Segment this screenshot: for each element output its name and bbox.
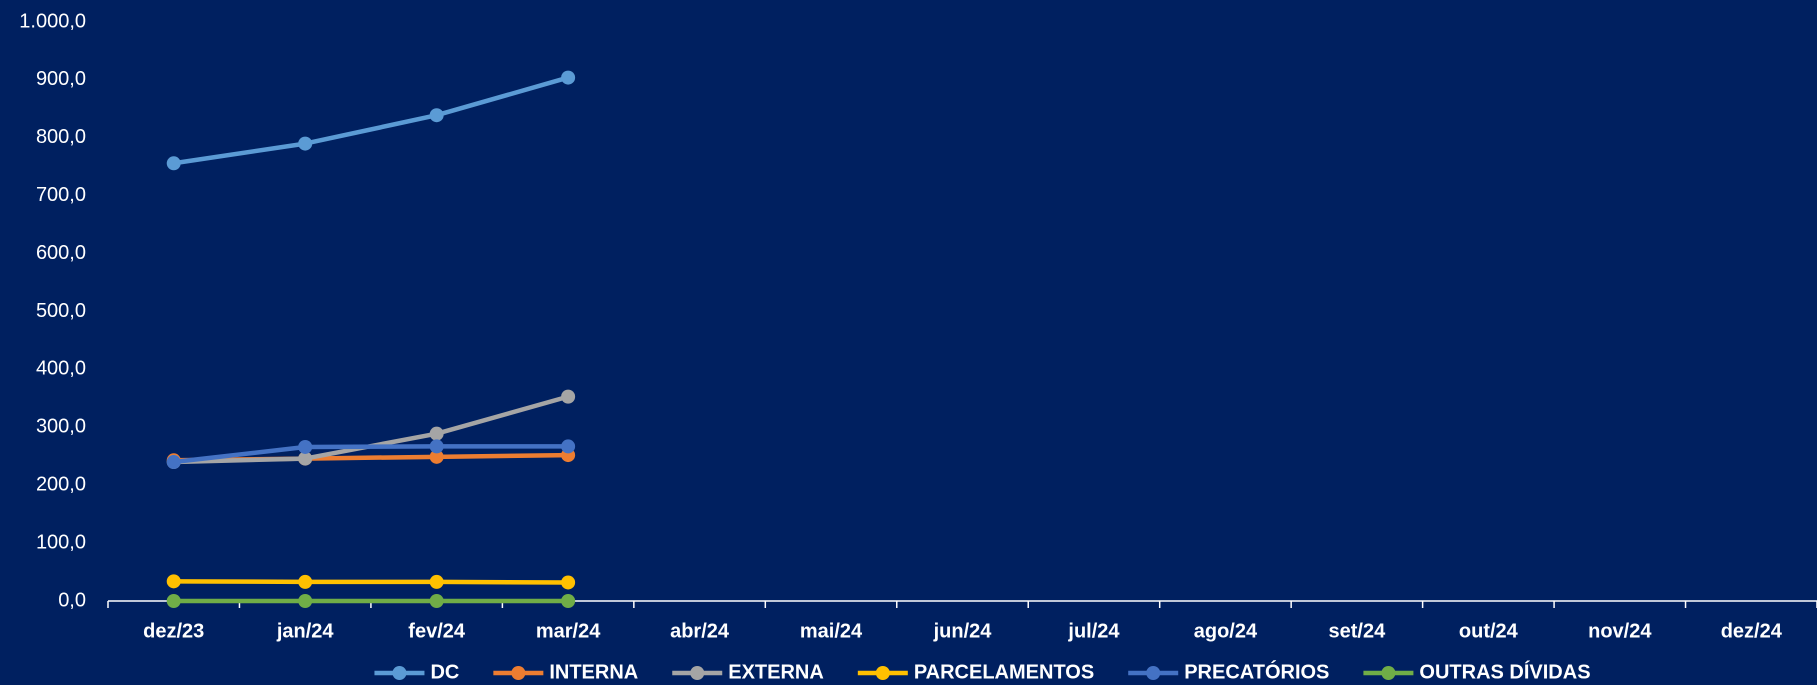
x-tick-label: dez/23 xyxy=(143,620,204,642)
x-tick-label: jun/24 xyxy=(933,620,993,642)
y-tick-label: 500,0 xyxy=(36,300,86,322)
legend-label: PRECATÓRIOS xyxy=(1184,659,1329,683)
legend-label: EXTERNA xyxy=(728,661,824,683)
y-tick-label: 200,0 xyxy=(36,473,86,495)
legend-marker xyxy=(875,666,890,680)
x-tick-label: jul/24 xyxy=(1067,620,1120,642)
x-tick-label: mar/24 xyxy=(536,620,601,642)
y-tick-label: 0,0 xyxy=(58,589,86,611)
data-point xyxy=(429,594,444,608)
x-tick-label: nov/24 xyxy=(1588,620,1652,642)
data-point xyxy=(166,594,181,608)
y-tick-label: 700,0 xyxy=(36,184,86,206)
x-tick-label: jan/24 xyxy=(276,620,335,642)
data-point xyxy=(429,108,444,123)
legend-marker xyxy=(392,666,407,680)
legend-marker xyxy=(690,666,705,680)
x-tick-label: mai/24 xyxy=(800,620,863,642)
data-point xyxy=(166,156,181,171)
data-point xyxy=(561,70,576,85)
data-point xyxy=(429,439,444,454)
y-tick-label: 600,0 xyxy=(36,242,86,264)
data-point xyxy=(561,575,576,590)
y-tick-label: 800,0 xyxy=(36,126,86,148)
data-point xyxy=(298,439,313,454)
legend-marker xyxy=(511,666,526,680)
x-tick-label: fev/24 xyxy=(408,620,466,642)
legend-marker xyxy=(1381,666,1396,680)
data-point xyxy=(298,451,313,466)
data-point xyxy=(298,136,313,151)
x-tick-label: abr/24 xyxy=(670,620,730,642)
y-tick-label: 100,0 xyxy=(36,531,86,553)
x-tick-label: ago/24 xyxy=(1194,620,1258,642)
x-tick-label: out/24 xyxy=(1459,620,1519,642)
x-tick-label: dez/24 xyxy=(1721,620,1783,642)
y-tick-label: 1.000,0 xyxy=(19,10,86,32)
data-point xyxy=(561,439,576,454)
legend-label: PARCELAMENTOS xyxy=(914,661,1094,683)
data-point xyxy=(429,426,444,441)
legend-label: OUTRAS DÍVIDAS xyxy=(1419,660,1590,683)
series-line xyxy=(173,444,569,465)
series-line xyxy=(173,75,569,166)
legend-label: DC xyxy=(430,661,459,683)
data-point xyxy=(429,574,444,589)
data-point xyxy=(561,594,576,608)
y-tick-label: 900,0 xyxy=(36,68,86,90)
data-point xyxy=(561,389,576,404)
data-point xyxy=(166,574,181,589)
y-tick-label: 300,0 xyxy=(36,416,86,438)
series-line xyxy=(173,579,569,585)
x-tick-label: set/24 xyxy=(1329,620,1387,642)
legend-label: INTERNA xyxy=(549,661,638,683)
y-tick-label: 400,0 xyxy=(36,358,86,380)
legend-marker xyxy=(1146,666,1161,680)
data-point xyxy=(166,455,181,470)
data-point xyxy=(298,594,313,608)
data-point xyxy=(429,449,444,464)
data-point xyxy=(298,574,313,589)
